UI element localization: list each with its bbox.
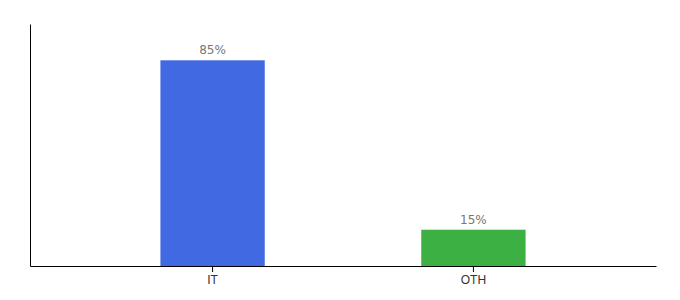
x-tick-mark [212,266,213,272]
x-axis-line [31,266,657,267]
x-tick-mark [473,266,474,272]
chart: IT OTH 85% 15% [0,0,680,300]
x-tick: OTH [461,266,486,287]
bar [160,60,264,266]
x-axis: IT OTH [31,266,657,287]
data-label: 85% [199,43,226,57]
data-labels: 85% 15% [199,43,487,226]
bars [160,60,525,266]
x-tick-label: OTH [461,273,486,287]
y-axis-line [30,25,31,267]
plot: IT OTH 85% 15% [31,25,657,287]
data-label: 15% [460,213,487,227]
y-axis [30,25,31,267]
bar [421,230,525,266]
x-tick-label: IT [207,273,218,287]
x-tick: IT [207,266,218,287]
